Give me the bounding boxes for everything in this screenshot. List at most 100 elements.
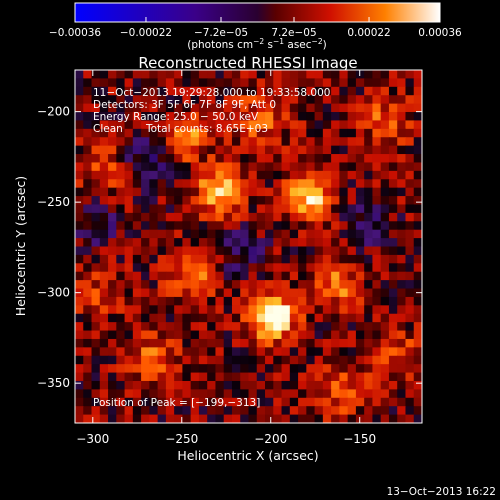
heatmap-cell [99,296,109,306]
heatmap-cell [380,330,390,340]
heatmap-cell [248,389,258,399]
heatmap-cell [298,212,307,222]
heatmap-cell [248,78,258,88]
heatmap-cell [190,246,200,256]
heatmap-cell [339,196,349,206]
heatmap-cell [99,103,109,113]
heatmap-cell [339,103,349,113]
heatmap-cell [223,313,233,323]
heatmap-cell [331,355,340,365]
heatmap-cell [248,229,258,239]
heatmap-cell [314,229,324,239]
heatmap-cell [322,322,332,332]
heatmap-cell [165,86,175,96]
heatmap-cell [207,170,217,180]
heatmap-cell [388,70,398,80]
heatmap-cell [322,313,332,323]
heatmap-cell [314,355,324,365]
heatmap-cell [388,170,398,180]
heatmap-cell [298,397,307,407]
heatmap-cell [116,347,126,357]
heatmap-cell [339,246,349,256]
heatmap-cell [207,254,217,264]
heatmap-cell [108,347,117,357]
heatmap-cell [75,128,84,138]
heatmap-cell [397,296,407,306]
heatmap-cell [289,70,299,80]
heatmap-cell [388,137,398,147]
heatmap-cell [339,330,349,340]
colorbar-tick-label: −7.2e−05 [194,27,248,39]
heatmap-cell [248,238,258,248]
heatmap-cell [256,254,266,264]
heatmap-cell [215,288,225,298]
heatmap-cell [124,112,134,122]
heatmap-cell [231,238,241,248]
heatmap-cell [397,288,407,298]
heatmap-cell [273,196,283,206]
heatmap-cell [149,238,159,248]
heatmap-cell [380,78,390,88]
heatmap-cell [99,305,109,315]
heatmap-cell [149,212,159,222]
heatmap-cell [182,204,192,214]
heatmap-cell [231,112,241,122]
heatmap-cell [116,288,126,298]
heatmap-cell [289,137,299,147]
heatmap-cell [99,187,109,197]
heatmap-cell [83,305,93,315]
heatmap-cell [116,196,126,206]
heatmap-cell [215,120,225,130]
heatmap-cell [273,288,283,298]
heatmap-cell [314,154,324,164]
heatmap-cell [380,389,390,399]
heatmap-cell [248,112,258,122]
heatmap-cell [355,95,365,105]
heatmap-cell [124,238,134,248]
heatmap-cell [174,338,184,348]
heatmap-cell [331,389,340,399]
heatmap-cell [298,322,307,332]
annotation-energy: Energy Range: 25.0 − 50.0 keV [93,111,259,123]
heatmap-cell [174,330,184,340]
heatmap-cell [364,355,374,365]
heatmap-cell [306,112,316,122]
heatmap-cell [83,313,93,323]
heatmap-cell [256,246,266,256]
heatmap-cell [372,112,382,122]
heatmap-cell [265,406,274,416]
heatmap-cell [289,380,299,390]
heatmap-cell [355,254,365,264]
heatmap-cell [149,78,159,88]
heatmap-cell [75,229,84,239]
annotations: 11−Oct−2013 19:29:28.000 to 19:33:58.000… [93,87,330,409]
heatmap-cell [132,355,142,365]
heatmap-cell [165,112,175,122]
heatmap-cell [231,263,241,273]
heatmap-cell [347,296,357,306]
heatmap-cell [132,330,142,340]
heatmap-cell [347,338,357,348]
heatmap-cell [182,322,192,332]
heatmap-cell [198,170,208,180]
heatmap-cell [91,330,101,340]
heatmap-cell [298,120,307,130]
heatmap-cell [83,128,93,138]
heatmap-cell [116,238,126,248]
heatmap-cell [372,313,382,323]
heatmap-cell [306,229,316,239]
heatmap-cell [75,204,84,214]
heatmap-cell [83,355,93,365]
heatmap-cell [116,406,126,416]
heatmap-cell [413,322,422,332]
heatmap-cell [231,280,241,290]
heatmap-cell [124,86,134,96]
heatmap-cell [405,280,415,290]
heatmap-cell [405,372,415,382]
heatmap-cell [207,204,217,214]
heatmap-cell [314,380,324,390]
heatmap-cell [289,246,299,256]
heatmap-cell [198,204,208,214]
heatmap-cell [132,170,142,180]
heatmap-cell [108,288,117,298]
